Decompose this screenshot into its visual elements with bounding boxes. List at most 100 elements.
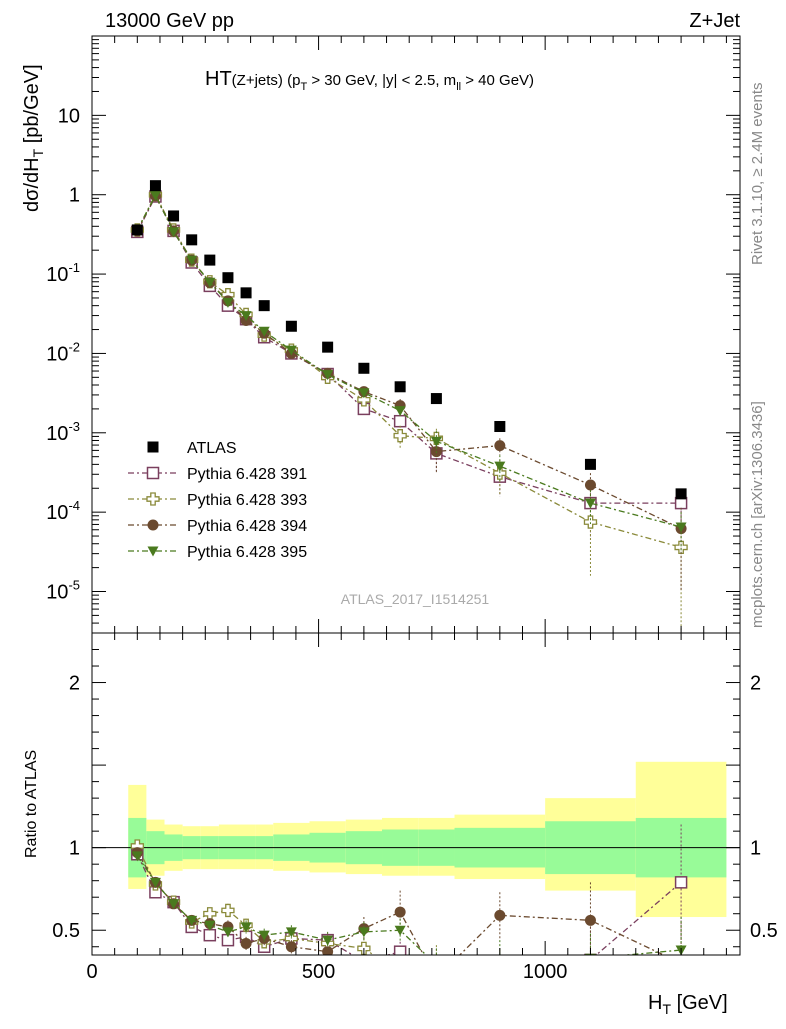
data-point [674, 876, 688, 889]
data-point [494, 461, 506, 472]
data-point [258, 326, 270, 337]
data-point [430, 393, 442, 405]
data-point [222, 272, 234, 284]
y-ratio-tick-label-right: 1 [750, 838, 761, 860]
data-point [494, 440, 506, 452]
data-point [357, 393, 371, 407]
data-point [168, 210, 180, 222]
y-main-tick-label-base: 10 [58, 105, 80, 127]
y-main-tick-label: 10-5 [46, 578, 80, 604]
data-point [675, 522, 687, 533]
data-point [584, 498, 596, 509]
legend-label: Pythia 6.428 391 [187, 466, 307, 483]
data-point [394, 967, 406, 979]
data-point [322, 370, 334, 381]
y-main-tick-label: 1 [69, 185, 80, 207]
data-point [394, 406, 406, 417]
data-point [433, 954, 440, 955]
data-point [203, 907, 217, 921]
data-point [204, 254, 216, 266]
data-point [204, 920, 216, 931]
legend-marker [146, 492, 160, 506]
data-point [431, 973, 442, 984]
data-point [393, 414, 407, 428]
y-axis-title-main-text: dσ/dH [21, 157, 43, 212]
series-line [136, 194, 682, 530]
legend-entry-p394: Pythia 6.428 394 [128, 518, 307, 535]
y-ratio-tick-label-right: 0.5 [750, 920, 778, 942]
y-main-tick-label-base: 10 [46, 343, 68, 365]
data-point [149, 190, 161, 201]
data-point [285, 927, 297, 938]
y-main-tick-label-base: 1 [69, 185, 80, 207]
legend: ATLAS Pythia 6.428 391 Pythia 6.428 393 Pyt… [128, 440, 307, 561]
plot-title-rest-3: > 40 GeV) [461, 72, 534, 89]
legend-label: ATLAS [187, 440, 237, 457]
x-axis-title: HT [GeV] [648, 992, 728, 1017]
series-p391-main [131, 190, 688, 537]
data-point [131, 851, 143, 862]
data-point [240, 311, 252, 322]
data-point [584, 479, 596, 491]
legend-marker [147, 519, 159, 531]
data-point [358, 388, 370, 399]
plot-title-rest-2-sub: ll [456, 81, 461, 93]
series-line [136, 195, 682, 504]
data-point [168, 227, 180, 238]
data-point [494, 964, 506, 976]
data-point [394, 381, 406, 393]
plot-title-rest-1: (p [283, 72, 301, 89]
data-point [186, 234, 198, 246]
data-point [222, 297, 234, 308]
y-ratio-tick-label: 1 [69, 838, 80, 860]
data-point [494, 421, 506, 433]
data-point [584, 914, 596, 926]
data-point [322, 341, 334, 353]
y-main-tick-label: 10-1 [46, 260, 80, 286]
data-point [675, 972, 687, 984]
legend-marker [147, 441, 159, 453]
data-point [222, 927, 234, 938]
data-point [204, 277, 216, 288]
series-data-main [131, 180, 687, 500]
x-tick-label: 500 [302, 961, 335, 983]
data-point [358, 956, 369, 967]
series-line [136, 853, 682, 955]
y-main-tick-label: 10-3 [46, 419, 80, 445]
mcplots-label: mcplots.cern.ch [arXiv:1306.3436] [749, 401, 766, 628]
ratio-uncertainty-bands [128, 761, 727, 918]
y-main-tick-label-exp: -4 [68, 498, 80, 513]
y-axis-title-ratio: Ratio to ATLAS [23, 750, 40, 858]
y-main-tick-label-exp: -2 [68, 339, 80, 354]
data-point [393, 429, 407, 443]
legend-marker [147, 546, 159, 557]
data-point [584, 953, 597, 955]
data-point [221, 903, 235, 918]
x-axis-title-text: H [648, 992, 662, 1014]
data-point [322, 935, 334, 946]
data-point [258, 300, 270, 312]
legend-label: Pythia 6.428 393 [187, 492, 307, 509]
data-point [285, 345, 297, 356]
data-point [676, 958, 687, 969]
data-point [258, 930, 270, 941]
data-point [240, 922, 252, 933]
y-main-tick-label: 10-2 [46, 339, 80, 365]
y-ratio-tick-label: 2 [69, 673, 80, 695]
data-point [240, 937, 252, 949]
y-main-tick-label: 10 [58, 105, 80, 127]
plot-title-rest-1-sub: T [300, 81, 307, 93]
x-axis-title-sub: T [662, 1001, 671, 1017]
legend-label: Pythia 6.428 394 [187, 518, 307, 535]
data-point [358, 362, 370, 374]
data-point [674, 540, 688, 555]
y-main-tick-label-exp: -3 [68, 419, 80, 434]
series-line [136, 855, 682, 955]
data-point [675, 488, 687, 500]
data-point [494, 969, 505, 980]
y-main-tick-label-base: 10 [46, 423, 68, 445]
data-point [186, 255, 198, 266]
data-point [285, 320, 297, 332]
legend-entry-p395: Pythia 6.428 395 [128, 544, 307, 561]
